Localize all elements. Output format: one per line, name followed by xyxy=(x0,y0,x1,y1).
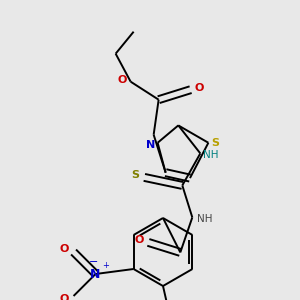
Text: S: S xyxy=(212,138,219,148)
Text: NH: NH xyxy=(202,150,218,161)
Text: NH: NH xyxy=(196,214,212,224)
Text: O: O xyxy=(60,294,69,300)
Text: O: O xyxy=(195,83,204,93)
Text: +: + xyxy=(102,262,109,271)
Text: O: O xyxy=(135,236,144,245)
Text: O: O xyxy=(118,75,127,85)
Text: S: S xyxy=(131,170,139,180)
Text: N: N xyxy=(90,268,101,281)
Text: −: − xyxy=(89,257,98,267)
Text: O: O xyxy=(60,244,69,254)
Text: N: N xyxy=(146,140,155,150)
